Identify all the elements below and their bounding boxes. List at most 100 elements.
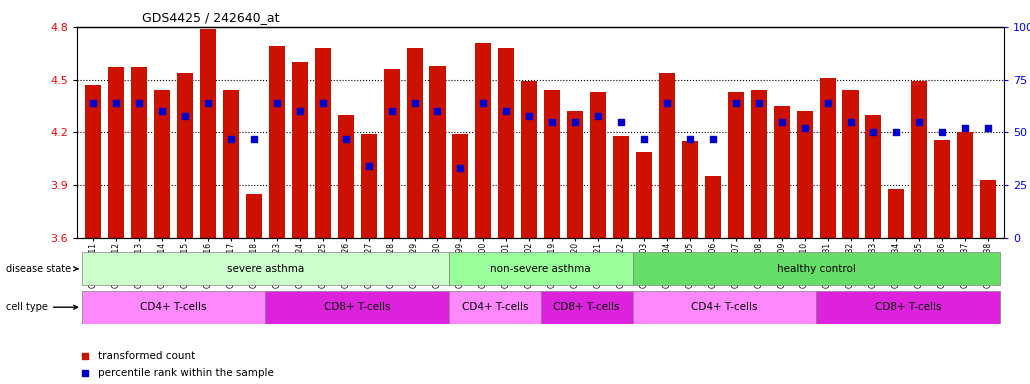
Bar [246, 194, 262, 238]
Bar [912, 81, 927, 238]
Point [613, 119, 629, 125]
Bar [888, 189, 904, 238]
Bar [269, 46, 285, 238]
Bar [200, 29, 216, 238]
Bar [131, 67, 147, 238]
Text: transformed count: transformed count [98, 351, 195, 361]
Point [751, 100, 767, 106]
Point [705, 136, 721, 142]
Bar [774, 106, 790, 238]
Point [269, 100, 285, 106]
Point [796, 125, 813, 131]
Bar [291, 62, 308, 238]
Point [108, 100, 125, 106]
Text: CD8+ T-cells: CD8+ T-cells [324, 302, 390, 312]
Text: CD8+ T-cells: CD8+ T-cells [553, 302, 620, 312]
Bar [222, 90, 239, 238]
Point [430, 108, 446, 114]
Bar [632, 252, 1000, 285]
Bar [430, 66, 446, 238]
Bar [521, 81, 538, 238]
Bar [820, 78, 835, 238]
Point [383, 108, 400, 114]
Point [636, 136, 652, 142]
Point [475, 100, 491, 106]
Point [246, 136, 263, 142]
Bar [338, 115, 353, 238]
Bar [981, 180, 996, 238]
Point [452, 165, 469, 171]
Text: CD4+ T-cells: CD4+ T-cells [691, 302, 757, 312]
Bar [108, 67, 125, 238]
Text: disease state: disease state [6, 264, 77, 274]
Bar [85, 85, 101, 238]
Text: GDS4425 / 242640_at: GDS4425 / 242640_at [142, 11, 279, 24]
Point [774, 119, 790, 125]
Bar [407, 48, 422, 238]
Point [819, 100, 835, 106]
Bar [613, 136, 629, 238]
Bar [541, 291, 632, 324]
Text: percentile rank within the sample: percentile rank within the sample [98, 368, 274, 378]
Point [566, 119, 583, 125]
Text: severe asthma: severe asthma [227, 264, 304, 274]
Point [957, 125, 973, 131]
Bar [449, 252, 632, 285]
Point [131, 100, 147, 106]
Point [888, 129, 904, 136]
Point [590, 113, 607, 119]
Bar [476, 43, 491, 238]
Text: CD4+ T-cells: CD4+ T-cells [140, 302, 207, 312]
Bar [177, 73, 193, 238]
Point [360, 163, 377, 169]
Point [77, 370, 94, 376]
Point [659, 100, 676, 106]
Bar [934, 139, 951, 238]
Point [499, 108, 515, 114]
Bar [632, 291, 816, 324]
Bar [751, 90, 766, 238]
Bar [705, 177, 721, 238]
Text: CD8+ T-cells: CD8+ T-cells [874, 302, 941, 312]
Bar [843, 90, 859, 238]
Bar [636, 152, 652, 238]
Bar [957, 132, 973, 238]
Point [291, 108, 308, 114]
Bar [865, 115, 882, 238]
Bar [499, 48, 514, 238]
Point [912, 119, 928, 125]
Bar [154, 90, 170, 238]
Text: non-severe asthma: non-severe asthma [490, 264, 591, 274]
Bar [81, 291, 266, 324]
Point [843, 119, 859, 125]
Point [727, 100, 744, 106]
Bar [659, 73, 675, 238]
Bar [449, 291, 541, 324]
Point [222, 136, 239, 142]
Point [980, 125, 996, 131]
Point [406, 100, 422, 106]
Bar [728, 92, 744, 238]
Point [544, 119, 560, 125]
Point [200, 100, 216, 106]
Bar [360, 134, 377, 238]
Point [682, 136, 698, 142]
Bar [590, 92, 606, 238]
Bar [682, 141, 698, 238]
Point [177, 113, 194, 119]
Bar [452, 134, 469, 238]
Point [865, 129, 882, 136]
Bar [816, 291, 1000, 324]
Point [338, 136, 354, 142]
Text: healthy control: healthy control [777, 264, 856, 274]
Text: cell type: cell type [6, 302, 77, 312]
Point [521, 113, 538, 119]
Bar [544, 90, 560, 238]
Bar [796, 111, 813, 238]
Point [85, 100, 102, 106]
Bar [81, 252, 449, 285]
Bar [383, 69, 400, 238]
Bar [266, 291, 449, 324]
Point [153, 108, 170, 114]
Point [77, 353, 94, 359]
